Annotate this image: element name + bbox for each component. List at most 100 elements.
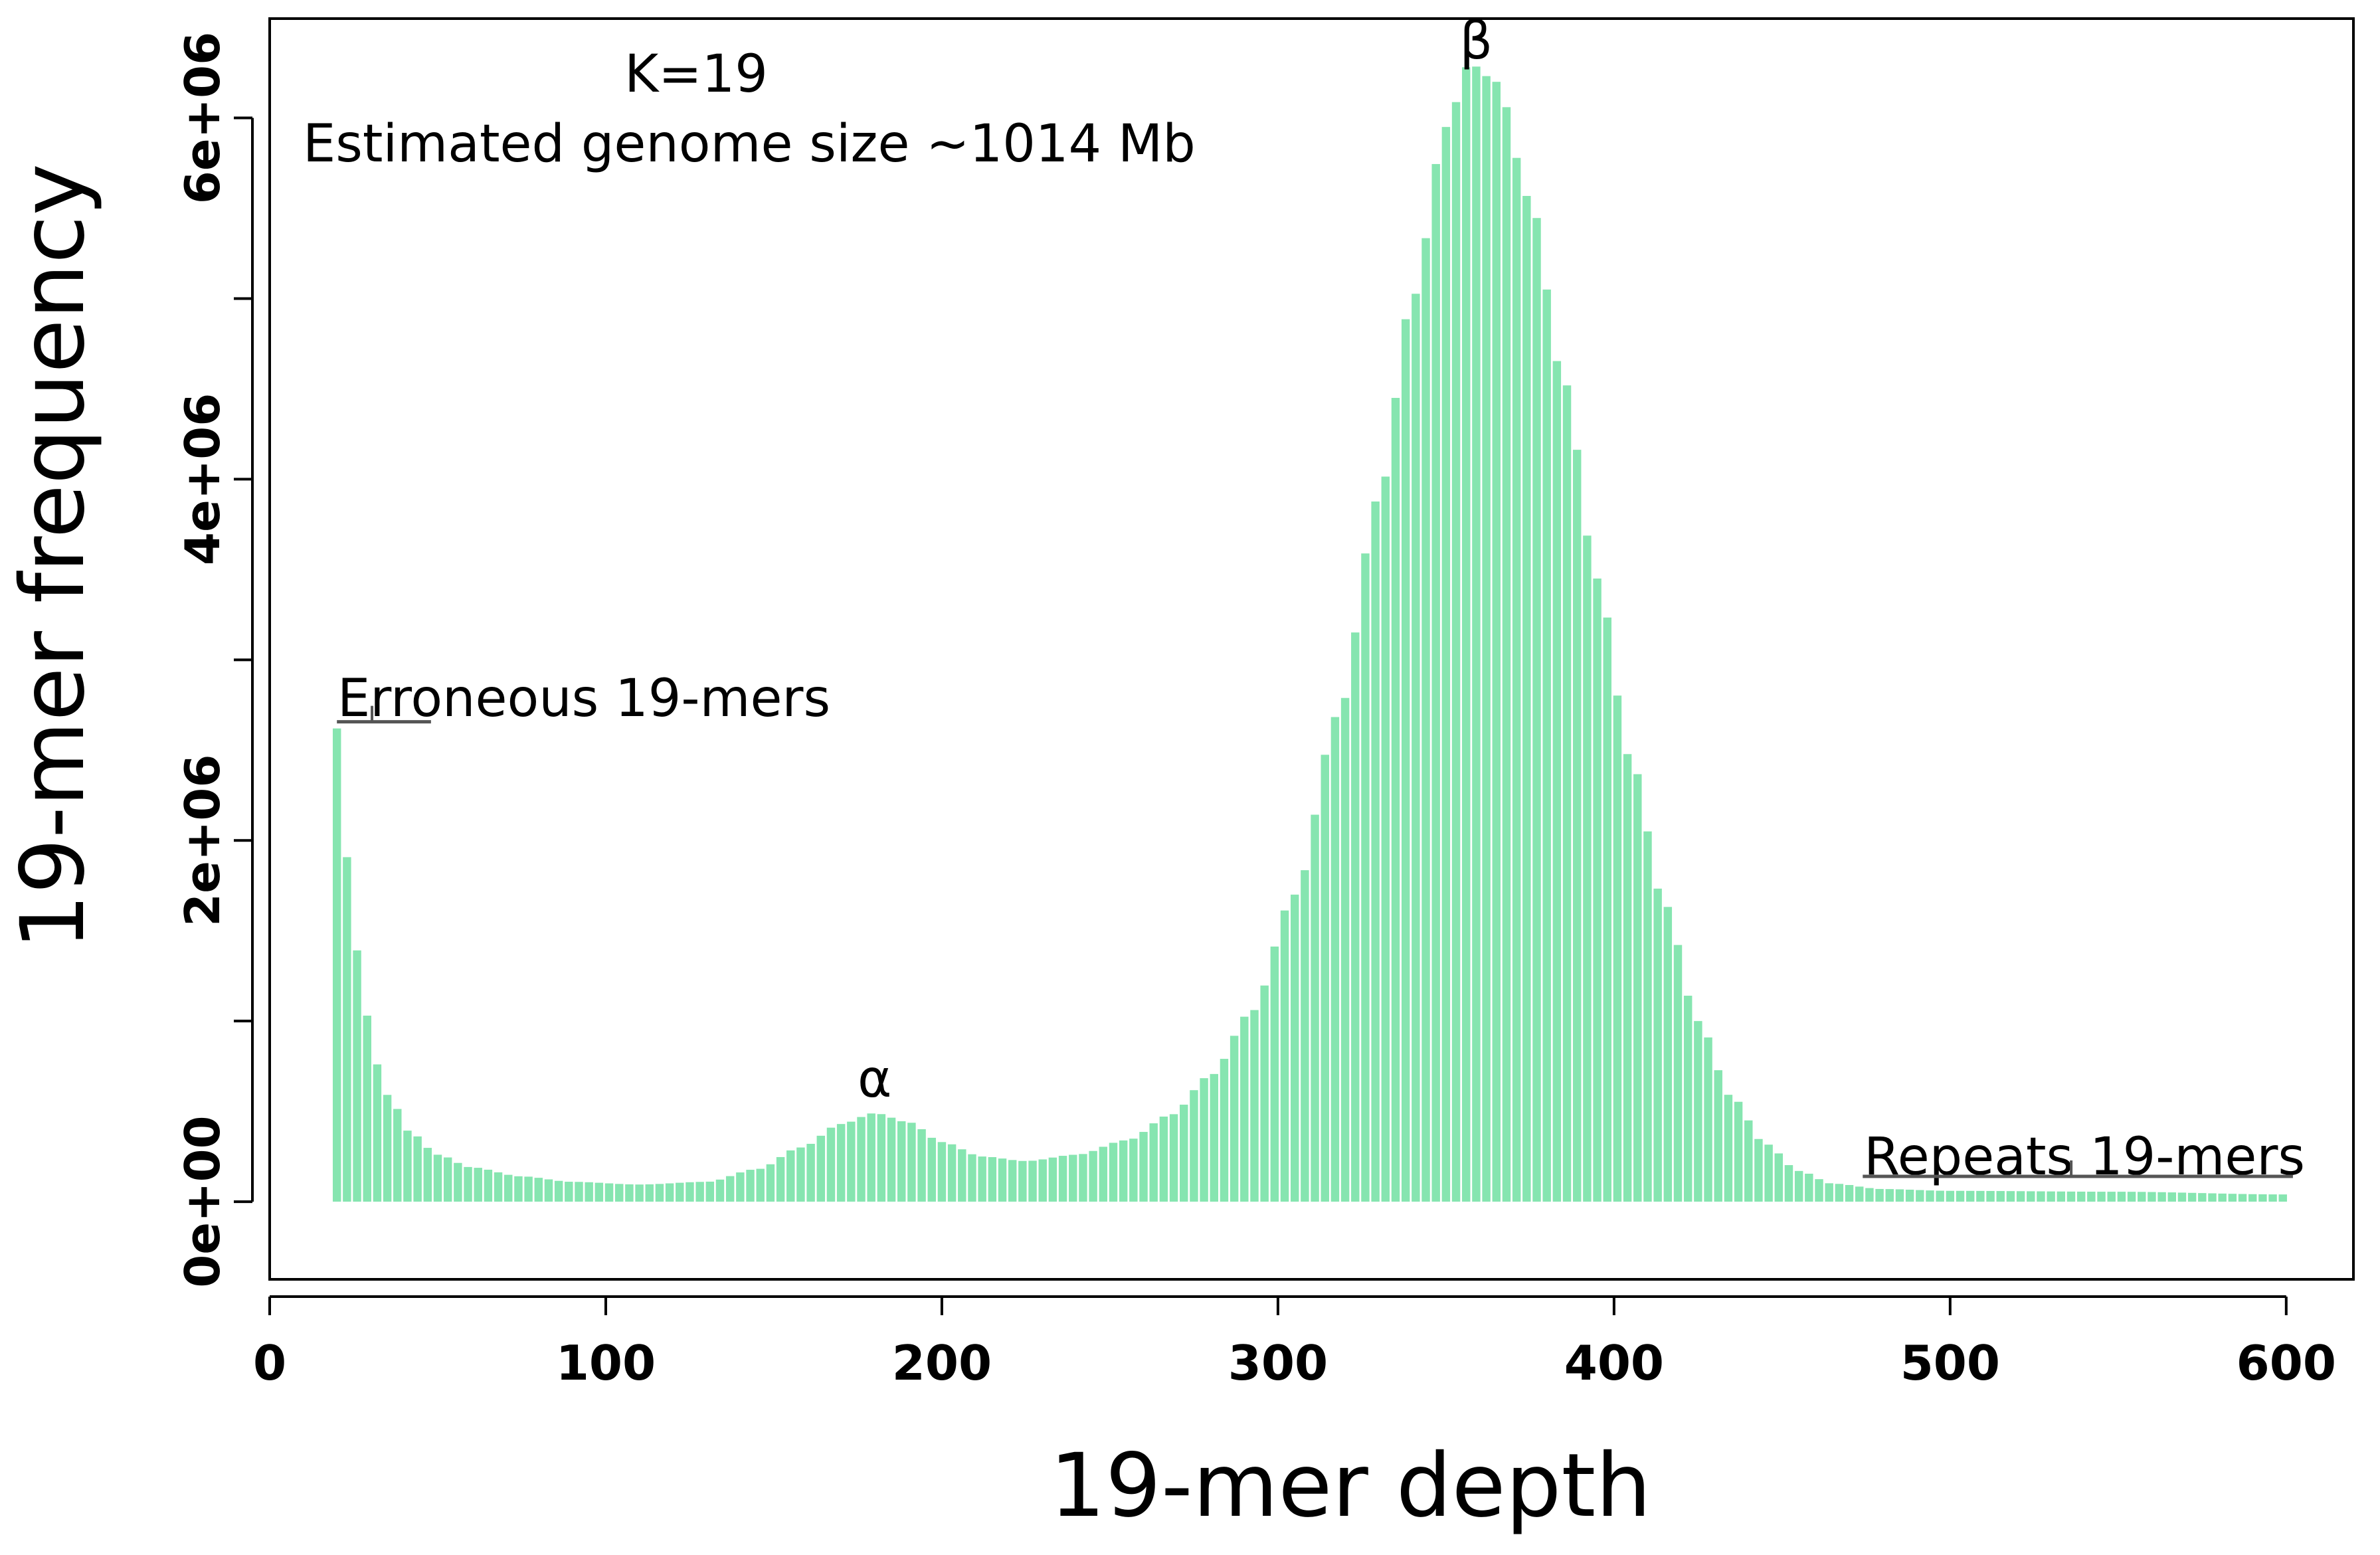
bar (756, 1168, 765, 1202)
y-axis: 0e+00 2e+06 4e+06 6e+06 (175, 32, 254, 1288)
bar (1946, 1190, 1955, 1202)
bar (1805, 1173, 1813, 1202)
bar (1643, 831, 1652, 1202)
bar (2087, 1192, 2096, 1202)
bar (2037, 1191, 2045, 1202)
bar (2177, 1192, 2187, 1202)
bar (1058, 1156, 1067, 1202)
bar (776, 1156, 785, 1202)
bar (1936, 1190, 1944, 1202)
bar (766, 1164, 775, 1202)
bar (1472, 66, 1481, 1202)
bar (1018, 1160, 1027, 1202)
bar (1109, 1143, 1118, 1202)
bar (1663, 907, 1673, 1202)
bar (1451, 102, 1461, 1202)
bar (2218, 1193, 2227, 1202)
bar (736, 1172, 745, 1202)
bar (484, 1169, 493, 1202)
bar (1441, 127, 1451, 1202)
bar (1542, 289, 1551, 1202)
x-axis: 0 100 200 300 400 500 600 (253, 1295, 2336, 1391)
bar (806, 1143, 815, 1202)
bar (1139, 1132, 1148, 1202)
bar (1028, 1160, 1037, 1202)
bar (1986, 1190, 1995, 1202)
bar (595, 1182, 604, 1202)
bar (826, 1127, 836, 1202)
bar (1562, 385, 1572, 1202)
bar (504, 1174, 513, 1202)
bar (1593, 578, 1602, 1202)
bar (1330, 717, 1340, 1202)
x-tick-label: 200 (892, 1335, 992, 1391)
bar (2278, 1194, 2287, 1202)
bar (1190, 1090, 1198, 1202)
bar (433, 1154, 442, 1202)
bar (1089, 1150, 1097, 1202)
bar (1996, 1191, 2005, 1202)
bar (1260, 985, 1269, 1202)
erroneous-kmers-label: Erroneous 19-mers (337, 669, 830, 729)
bar (1845, 1185, 1854, 1202)
bar (1371, 502, 1380, 1202)
bar (1694, 1021, 1702, 1202)
bar (514, 1176, 523, 1202)
bar (1603, 617, 1611, 1202)
bar (534, 1178, 543, 1202)
bar (1905, 1190, 1914, 1202)
bar (796, 1147, 805, 1202)
bar (1916, 1190, 1924, 1202)
bar (413, 1136, 422, 1202)
bar (1815, 1179, 1823, 1202)
bar (1724, 1095, 1733, 1202)
bar (1220, 1059, 1229, 1202)
x-tick-label: 0 (253, 1335, 286, 1391)
bar (614, 1184, 624, 1202)
bar (575, 1182, 583, 1202)
bar (1683, 995, 1693, 1202)
bar (1169, 1114, 1178, 1202)
bar (1340, 697, 1350, 1202)
bar (1744, 1120, 1753, 1202)
bar (1875, 1188, 1884, 1202)
y-tick-label: 6e+06 (175, 32, 230, 204)
bar (1381, 476, 1390, 1202)
bar (1784, 1165, 1793, 1202)
bar (1301, 870, 1309, 1202)
bar (836, 1124, 846, 1202)
bar (1431, 163, 1440, 1202)
x-tick-label: 500 (1900, 1335, 2000, 1391)
bar (604, 1183, 614, 1202)
bar (786, 1150, 795, 1202)
bar (897, 1121, 906, 1202)
bar (1321, 755, 1329, 1202)
bar (343, 857, 351, 1202)
bar (917, 1129, 926, 1202)
bar (2198, 1193, 2207, 1202)
bar (383, 1095, 392, 1202)
bar (1250, 1010, 1259, 1202)
bar (1149, 1123, 1158, 1202)
bar (635, 1184, 644, 1202)
bar (2238, 1194, 2247, 1202)
bar (1926, 1190, 1934, 1202)
bar (1159, 1116, 1168, 1202)
bar (1421, 238, 1430, 1202)
annotation-brackets (337, 705, 2293, 1178)
bar (715, 1179, 725, 1202)
bar (1673, 945, 1683, 1202)
y-tick-label: 4e+06 (175, 393, 230, 565)
bar (1462, 67, 1471, 1202)
bar (1280, 910, 1289, 1202)
bar (1512, 157, 1521, 1202)
bar (494, 1172, 503, 1202)
bar (695, 1182, 704, 1202)
bar (988, 1157, 997, 1202)
bar (1613, 695, 1622, 1202)
bar (2016, 1191, 2025, 1202)
bar (1583, 535, 1592, 1202)
bar (1794, 1170, 1803, 1202)
bar (1653, 888, 1662, 1202)
